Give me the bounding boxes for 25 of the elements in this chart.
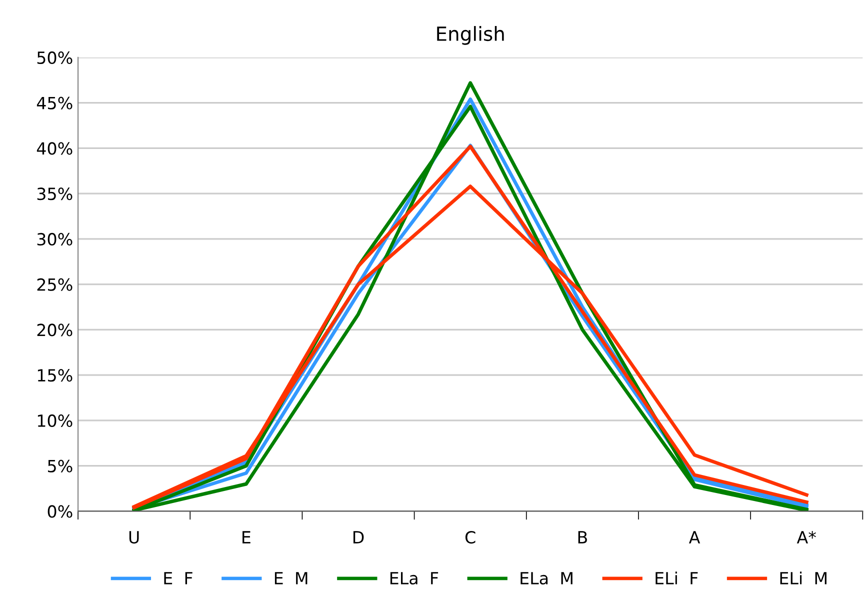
x-tick-label: E bbox=[242, 531, 250, 544]
x-tick-label: U bbox=[129, 531, 139, 544]
x-tick-label: D bbox=[353, 531, 364, 544]
legend-label: ELi F bbox=[656, 572, 698, 584]
y-tick-label: 20% bbox=[37, 324, 72, 336]
legend-label: ELa M bbox=[520, 572, 572, 584]
x-tick-label: C bbox=[465, 530, 476, 544]
y-tick-label: 45% bbox=[36, 96, 72, 110]
legend-label: ELi M bbox=[780, 572, 826, 584]
legend-label: E M bbox=[274, 572, 308, 584]
x-tick-label: A* bbox=[796, 530, 816, 544]
y-tick-label: 15% bbox=[38, 369, 72, 382]
y-tick-label: 40% bbox=[36, 142, 72, 155]
x-tick-label: B bbox=[578, 531, 587, 544]
y-tick-label: 0% bbox=[48, 505, 72, 518]
y-tick-label: 50% bbox=[37, 51, 72, 64]
y-tick-label: 5% bbox=[48, 460, 72, 472]
legend-label: E F bbox=[164, 572, 192, 584]
x-tick-label: A bbox=[688, 531, 700, 544]
legend-label: ELa F bbox=[390, 572, 438, 584]
y-tick-label: 25% bbox=[37, 278, 72, 291]
y-tick-label: 35% bbox=[37, 188, 72, 200]
y-tick-label: 30% bbox=[37, 232, 72, 246]
chart-title: English bbox=[437, 26, 504, 45]
y-tick-label: 10% bbox=[38, 414, 72, 428]
